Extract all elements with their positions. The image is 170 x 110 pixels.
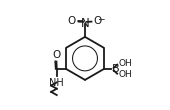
Text: B: B	[112, 64, 120, 74]
Text: O: O	[93, 16, 102, 26]
Text: NH: NH	[49, 78, 64, 88]
Text: N: N	[81, 17, 89, 30]
Text: OH: OH	[118, 59, 132, 68]
Text: OH: OH	[118, 70, 132, 79]
Text: O: O	[68, 16, 76, 26]
Text: −: −	[97, 14, 104, 23]
Text: O: O	[52, 50, 61, 60]
